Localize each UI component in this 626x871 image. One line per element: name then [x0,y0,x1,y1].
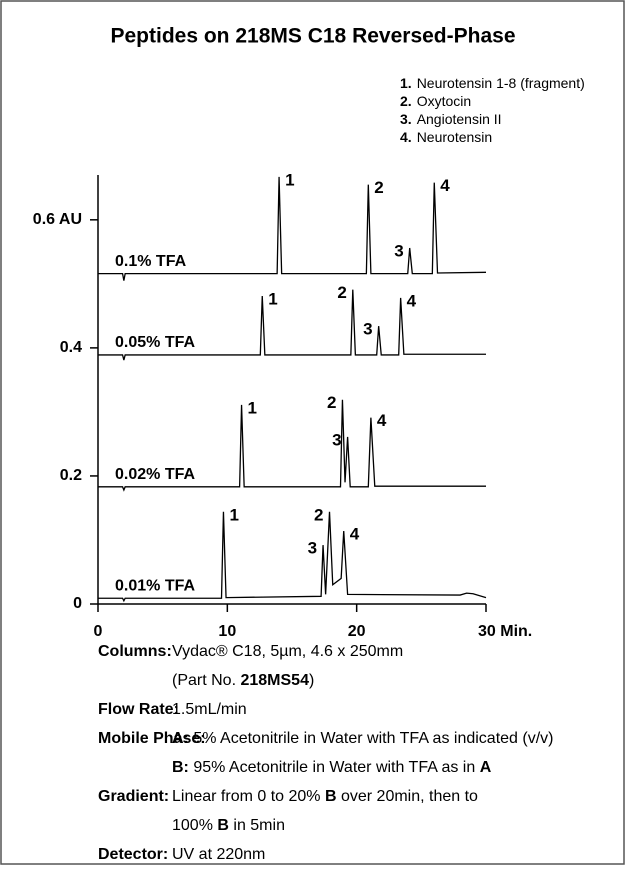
legend-name: Neurotensin [417,129,493,145]
condition-value: Linear from 0 to 20% B over 20min, then … [172,788,478,805]
condition-text: (Part No. [172,672,240,689]
condition-label: Columns: [98,643,172,660]
x-tick-label: 30 Min. [478,623,532,640]
y-tick-label: 0.4 [60,339,82,356]
peak-label: 1 [268,290,277,309]
x-tick-label: 20 [348,623,366,640]
condition-label: Flow Rate: [98,701,179,718]
peak-label: 4 [440,176,450,195]
peak-label: 3 [394,241,403,260]
condition-label: Mobile Phase: [98,730,206,747]
condition-label: Detector: [98,846,168,863]
condition-text: 5% Acetonitrile in Water with TFA as ind… [189,730,554,747]
condition-text: Vydac® C18, 5µm, 4.6 x 250mm [172,643,403,660]
condition-value: B: 95% Acetonitrile in Water with TFA as… [172,759,492,776]
condition-text: A [480,759,492,776]
condition-text: Linear from 0 to 20% [172,788,325,805]
condition-text: B [325,788,337,805]
legend-number: 3. [400,111,412,127]
legend-entry: 4. Neurotensin [400,129,492,145]
peak-label: 3 [332,430,341,449]
legend-number: 2. [400,93,412,109]
legend-number: 1. [400,75,412,91]
condition-text: over 20min, then to [337,788,479,805]
series-label: 0.02% TFA [115,466,195,483]
chart-title: Peptides on 218MS C18 Reversed-Phase [110,25,515,48]
peak-label: 1 [248,398,257,417]
condition-text: 95% Acetonitrile in Water with TFA as in [189,759,480,776]
peak-label: 4 [407,291,417,310]
trace [98,511,487,603]
condition-value: 100% B in 5min [172,817,285,834]
condition-value: Vydac® C18, 5µm, 4.6 x 250mm [172,643,403,660]
trace [98,399,486,492]
y-tick-label: 0 [73,595,82,612]
trace [98,289,486,361]
series-label: 0.01% TFA [115,577,195,594]
legend-entry: 2. Oxytocin [400,93,471,109]
series-label: 0.05% TFA [115,334,195,351]
peak-label: 1 [285,170,294,189]
condition-value: A: 5% Acetonitrile in Water with TFA as … [172,730,553,747]
legend-name: Oxytocin [417,93,471,109]
trace [98,176,487,281]
legend-entry: 3. Angiotensin II [400,111,502,127]
peak-label: 4 [377,411,387,430]
legend-entry: 1. Neurotensin 1-8 (fragment) [400,75,585,91]
condition-text: 1.5mL/min [172,701,247,718]
peak-label: 3 [363,320,372,339]
x-tick-label: 10 [218,623,236,640]
y-tick-label: 0.2 [60,467,82,484]
condition-text: in 5min [229,817,285,834]
condition-text: B: [172,759,189,776]
peak-label: 2 [327,393,336,412]
condition-text: 100% [172,817,217,834]
x-tick-label: 0 [94,623,103,640]
peak-label: 3 [308,539,317,558]
y-tick-label: 0.6 AU [33,211,82,228]
peak-label: 2 [337,283,346,302]
condition-label: Gradient: [98,788,169,805]
peak-label: 2 [374,178,383,197]
condition-value: (Part No. 218MS54) [172,672,314,689]
condition-value: 1.5mL/min [172,701,247,718]
condition-text: 218MS54 [240,672,309,689]
legend-name: Neurotensin 1-8 (fragment) [417,75,585,91]
condition-value: UV at 220nm [172,846,265,863]
condition-text: B [217,817,229,834]
legend-name: Angiotensin II [417,111,502,127]
condition-text: UV at 220nm [172,846,265,863]
condition-text: A: [172,730,189,747]
series-label: 0.1% TFA [115,253,187,270]
condition-text: ) [309,672,314,689]
peak-label: 4 [350,524,360,543]
peak-label: 2 [314,505,323,524]
peak-label: 1 [229,505,238,524]
legend-number: 4. [400,129,412,145]
